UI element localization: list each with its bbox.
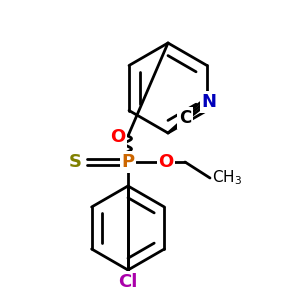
Text: S: S [68, 153, 82, 171]
Text: P: P [122, 153, 135, 171]
Text: N: N [202, 93, 217, 111]
Text: CH$_3$: CH$_3$ [212, 169, 242, 187]
Text: Cl: Cl [118, 273, 138, 291]
Text: C: C [179, 109, 191, 127]
Text: O: O [110, 128, 126, 146]
Text: O: O [158, 153, 174, 171]
